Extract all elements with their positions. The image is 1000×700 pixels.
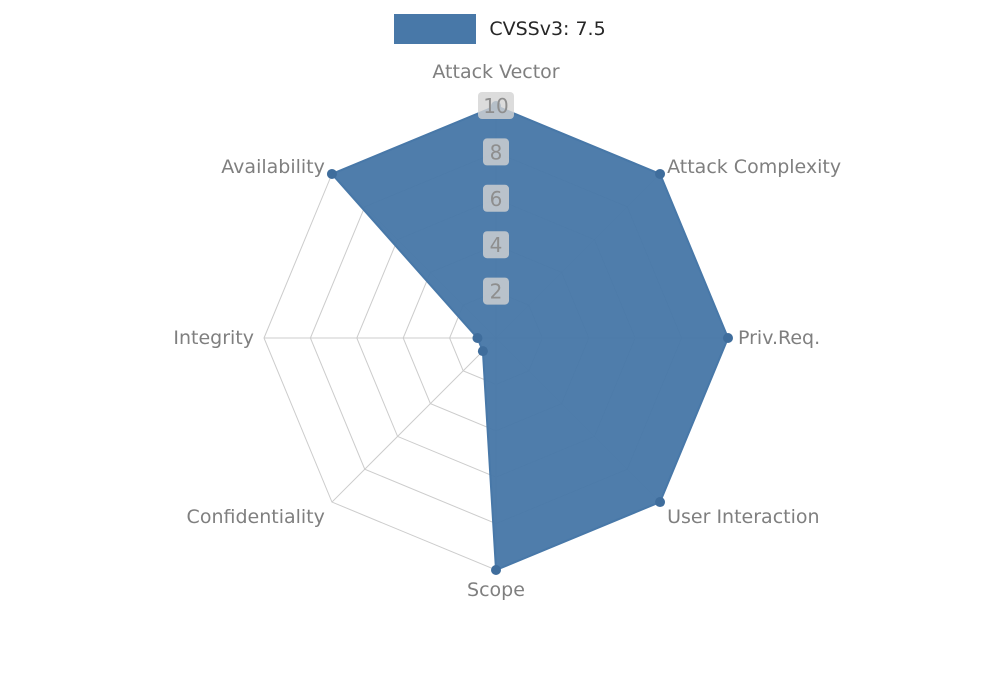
series-point: [326, 168, 337, 179]
tick-label: 8: [490, 140, 503, 164]
series-point: [655, 168, 666, 179]
tick-label: 4: [490, 233, 503, 257]
axis-label-integrity: Integrity: [173, 327, 254, 349]
axis-label-scope: Scope: [467, 579, 525, 601]
series-point: [655, 497, 666, 508]
series-point: [477, 346, 488, 357]
axis-label-availability: Availability: [221, 156, 325, 178]
tick-label-box: [478, 92, 514, 119]
series-point: [723, 333, 733, 343]
tick-label: 6: [490, 187, 503, 211]
tick-label-box: [483, 138, 509, 166]
tick-label: 2: [490, 280, 503, 304]
axis-label-attack-complexity: Attack Complexity: [667, 156, 841, 178]
tick-label-box: [483, 277, 509, 305]
axis-label-confidentiality: Confidentiality: [187, 506, 325, 528]
tick-label-box: [483, 231, 509, 259]
series-point: [491, 565, 501, 575]
grid-spoke: [331, 337, 497, 503]
tick-label-box: [483, 184, 509, 212]
tick-label: 10: [483, 94, 508, 118]
axis-label-user-interaction: User Interaction: [667, 506, 819, 528]
axis-label-priv-req: Priv.Req.: [738, 327, 820, 349]
series-point: [472, 333, 483, 343]
axis-label-attack-vector: Attack Vector: [432, 61, 559, 83]
